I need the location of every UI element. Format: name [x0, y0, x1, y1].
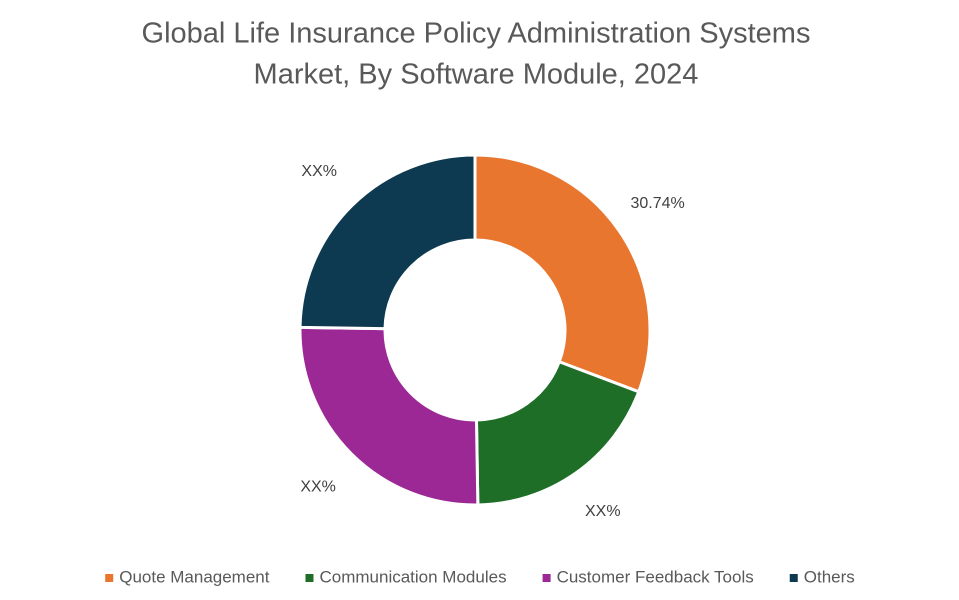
slice — [298, 153, 477, 331]
value-label: 30.74% — [630, 195, 684, 212]
legend-label: Customer Feedback Tools — [557, 567, 754, 586]
legend: Quote Management Communication Modules Cus… — [105, 567, 855, 586]
legend-swatch — [105, 574, 114, 582]
value-label: XX% — [301, 163, 337, 180]
legend-label: Quote Management — [119, 567, 270, 586]
donut: 30.74% XX% XX% XX% — [298, 153, 685, 520]
legend-label: Communication Modules — [319, 567, 506, 586]
legend-label: Others — [804, 567, 855, 586]
legend-swatch — [305, 574, 314, 582]
chart-title: Global Life Insurance Policy Administrat… — [142, 18, 811, 50]
legend-swatch — [542, 574, 551, 582]
value-label: XX% — [585, 503, 621, 520]
value-label: XX% — [300, 478, 336, 495]
chart-title: Market, By Software Module, 2024 — [254, 59, 699, 91]
legend-swatch — [789, 574, 798, 582]
slice — [474, 359, 641, 507]
slice — [473, 153, 652, 394]
slice — [298, 325, 480, 507]
